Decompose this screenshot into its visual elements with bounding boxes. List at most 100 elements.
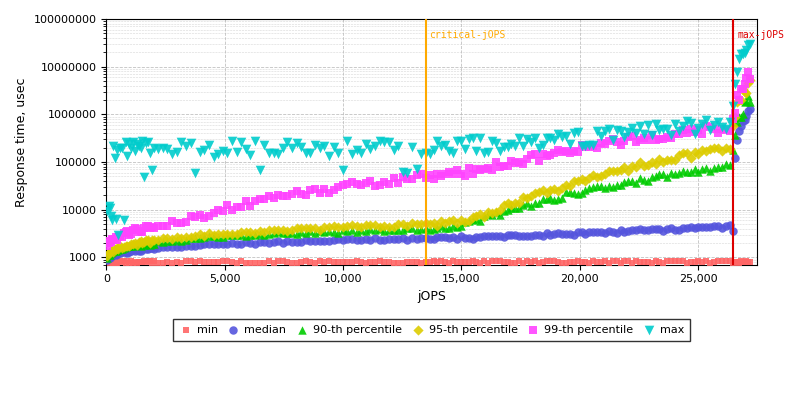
min [387, 260, 400, 266]
90-th percentile [657, 170, 670, 177]
90-th percentile [112, 247, 125, 254]
min [509, 260, 522, 266]
min [161, 259, 174, 265]
99-th percentile [579, 143, 592, 150]
99-th percentile [106, 236, 118, 242]
median [638, 227, 650, 234]
90-th percentile [364, 226, 377, 232]
max [299, 150, 312, 156]
95-th percentile [744, 76, 757, 83]
median [598, 230, 611, 236]
99-th percentile [598, 141, 611, 147]
90-th percentile [132, 241, 145, 247]
90-th percentile [427, 226, 440, 232]
min [478, 258, 490, 264]
99-th percentile [130, 226, 143, 232]
max [230, 149, 243, 156]
95-th percentile [341, 223, 354, 229]
99-th percentile [378, 179, 390, 185]
90-th percentile [642, 178, 654, 184]
median [740, 113, 753, 120]
99-th percentile [281, 193, 294, 200]
median [733, 128, 746, 134]
max [740, 46, 753, 53]
max [590, 127, 603, 134]
median [249, 240, 262, 247]
90-th percentile [152, 238, 165, 244]
90-th percentile [638, 177, 650, 183]
95-th percentile [281, 228, 294, 234]
min [134, 259, 147, 266]
median [688, 224, 701, 231]
90-th percentile [189, 235, 202, 242]
min [544, 258, 557, 264]
median [501, 232, 514, 238]
95-th percentile [661, 157, 674, 163]
min [103, 260, 116, 266]
95-th percentile [657, 158, 670, 165]
max [132, 142, 145, 149]
max [286, 144, 298, 151]
99-th percentile [649, 137, 662, 143]
95-th percentile [602, 168, 615, 174]
median [267, 238, 280, 245]
max [202, 141, 215, 148]
min [102, 258, 115, 264]
95-th percentile [401, 223, 414, 229]
max [587, 142, 600, 148]
min [715, 258, 728, 264]
99-th percentile [556, 149, 569, 155]
99-th percentile [286, 191, 298, 198]
90-th percentile [680, 168, 693, 175]
max [563, 140, 576, 147]
90-th percentile [140, 240, 153, 246]
min [490, 258, 502, 264]
median [498, 234, 510, 240]
max [692, 125, 705, 131]
min [382, 259, 395, 265]
max [189, 169, 202, 176]
min [470, 259, 483, 265]
95-th percentile [194, 231, 206, 238]
max [138, 174, 150, 180]
median [442, 235, 455, 242]
95-th percentile [114, 243, 126, 249]
90-th percentile [688, 166, 701, 172]
99-th percentile [646, 132, 658, 138]
min [646, 260, 658, 266]
median [505, 232, 518, 238]
median [276, 239, 289, 246]
median [184, 243, 197, 249]
min [217, 258, 230, 264]
90-th percentile [548, 197, 561, 203]
median [727, 228, 740, 234]
90-th percentile [249, 232, 262, 238]
99-th percentile [126, 227, 139, 234]
90-th percentile [258, 232, 270, 238]
max [665, 132, 678, 138]
min [212, 258, 225, 265]
90-th percentile [594, 183, 607, 190]
median [494, 233, 506, 239]
99-th percentile [513, 159, 526, 166]
min [286, 260, 298, 266]
median [490, 233, 502, 240]
median [729, 155, 742, 161]
99-th percentile [521, 156, 534, 162]
95-th percentile [719, 145, 732, 151]
99-th percentile [332, 183, 345, 190]
90-th percentile [102, 252, 115, 258]
99-th percentile [254, 196, 266, 203]
min [332, 258, 345, 265]
90-th percentile [509, 204, 522, 211]
min [341, 259, 354, 266]
90-th percentile [134, 242, 147, 249]
min [244, 260, 257, 266]
median [369, 235, 382, 242]
max [309, 142, 322, 149]
median [166, 244, 178, 250]
95-th percentile [552, 188, 565, 194]
99-th percentile [230, 204, 243, 210]
90-th percentile [598, 184, 611, 191]
median [544, 232, 557, 238]
